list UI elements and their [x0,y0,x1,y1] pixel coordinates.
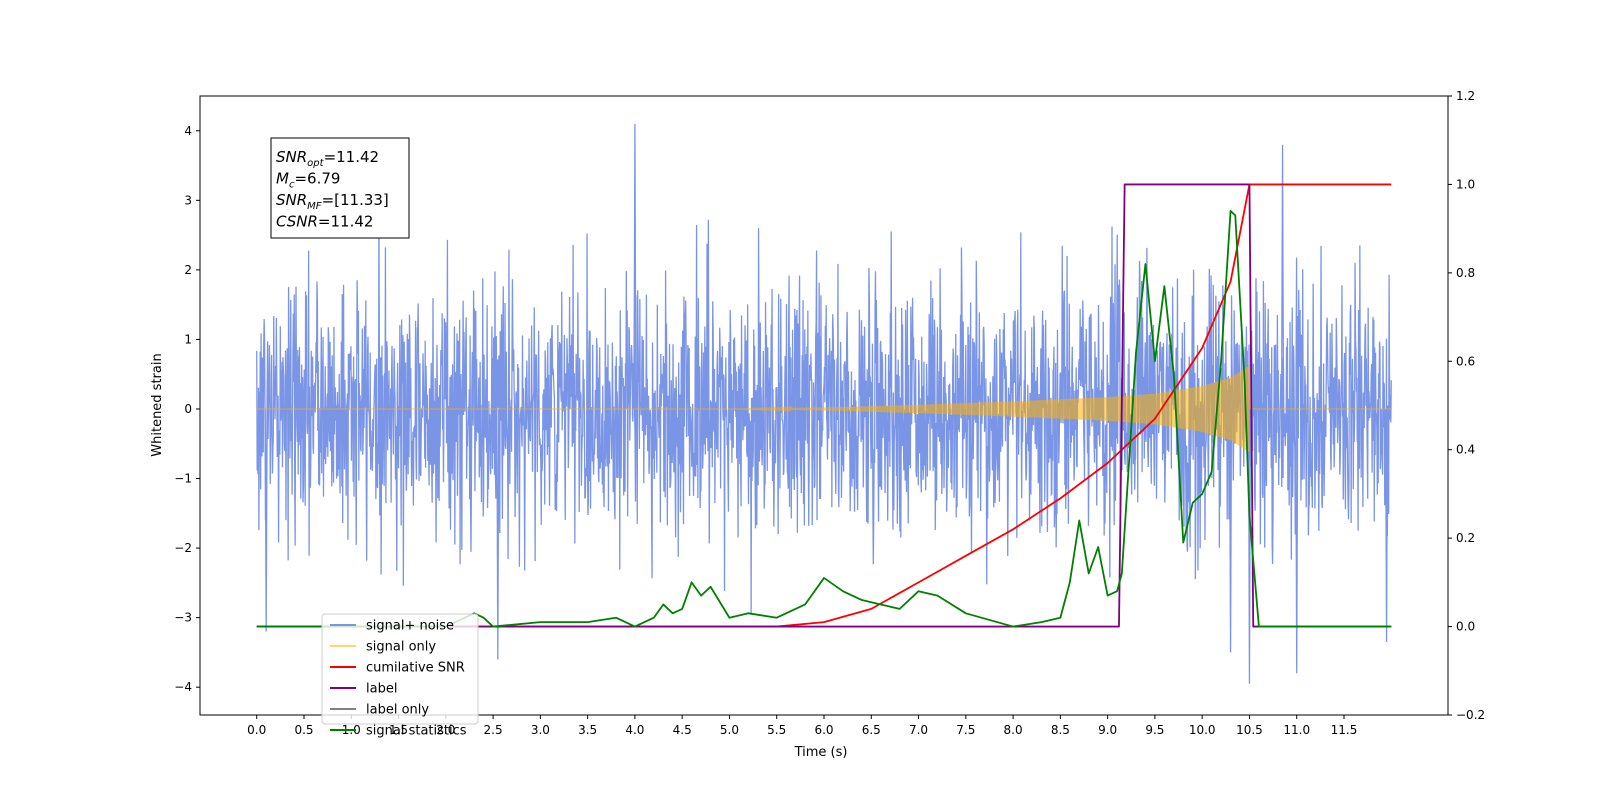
y-tick-label: 0 [184,402,192,416]
y-tick-label: −1 [174,472,192,486]
annotation-box: SNRopt=11.42Mc=6.79SNRMF=[11.33]CSNR=11.… [270,137,410,239]
legend-label: cumilative SNR [366,661,465,676]
x-tick-label: 5.0 [720,723,739,737]
x-tick-label: 1.5 [389,723,408,737]
x-tick-label: 11.0 [1283,723,1310,737]
x-tick-label: 2.0 [436,723,455,737]
series-signal-only [256,365,1392,452]
annotation-line: CSNR=11.42 [276,213,373,231]
x-tick-label: 9.5 [1145,723,1164,737]
x-tick-label: 0.5 [294,723,313,737]
y-tick-label: 1 [184,332,192,346]
legend-label: signal statistics [366,724,467,739]
right-y-tick-label: 0.4 [1456,443,1475,457]
legend-label: signal only [366,640,436,655]
right-y-tick-label: 0.2 [1456,531,1475,545]
series-layer [256,123,1392,684]
x-tick-label: 10.0 [1189,723,1216,737]
x-axis-ticks: 0.0 0.5 1.0 1.5 2.0 2.5 3.0 3.5 4.0 4.5 5.0 5.5 6.0 6… [247,715,1357,737]
right-y-tick-label: 0.0 [1456,620,1475,634]
legend-label: label [366,682,397,697]
right-y-tick-label: 0.8 [1456,266,1475,280]
legend-frame [321,613,479,725]
y-tick-label: 3 [184,193,192,207]
x-tick-label: 5.5 [767,723,786,737]
right-y-tick-label: −0.2 [1456,708,1485,722]
annotation-line: SNRMF=[11.33] [276,191,389,212]
right-y-axis-ticks: −0.2 0.0 0.2 0.4 0.6 0.8 1.0 1.2 [1448,89,1485,722]
x-tick-label: 7.5 [956,723,975,737]
x-tick-label: 2.5 [484,723,503,737]
right-y-tick-label: 0.6 [1456,354,1475,368]
x-tick-label: 7.0 [909,723,928,737]
legend-label: label only [366,703,429,718]
y-tick-label: 4 [184,124,192,138]
x-tick-label: 4.5 [673,723,692,737]
right-y-tick-label: 1.2 [1456,89,1475,103]
x-tick-label: 11.5 [1331,723,1358,737]
x-tick-label: 8.5 [1051,723,1070,737]
x-tick-label: 3.0 [531,723,550,737]
annotation-frame [270,137,410,239]
x-tick-label: 8.0 [1004,723,1023,737]
y-tick-label: −3 [174,611,192,625]
right-y-tick-label: 1.0 [1456,177,1475,191]
y-tick-label: −4 [174,680,192,694]
legend-label: signal+ noise [366,619,454,634]
annotation-line: Mc=6.79 [276,170,340,191]
x-tick-label: 4.0 [625,723,644,737]
x-tick-label: 3.5 [578,723,597,737]
y-axis-ticks: −4 −3 −2 −1 0 1 2 3 4 [174,124,200,694]
y-axis-label: Whitened strain [150,353,165,456]
annotation-line: SNRopt=11.42 [276,148,379,169]
legend: signal+ noise signal only cumilative SNR la… [321,613,479,739]
series-signal-noise [256,123,1392,684]
x-tick-label: 0.0 [247,723,266,737]
series-signal-statistics [256,210,1392,628]
x-tick-label: 9.0 [1098,723,1117,737]
y-tick-label: −2 [174,541,192,555]
x-tick-label: 6.5 [862,723,881,737]
x-tick-label: 6.0 [814,723,833,737]
y-tick-label: 2 [184,263,192,277]
x-axis-label: Time (s) [794,745,848,760]
x-tick-label: 10.5 [1236,723,1263,737]
